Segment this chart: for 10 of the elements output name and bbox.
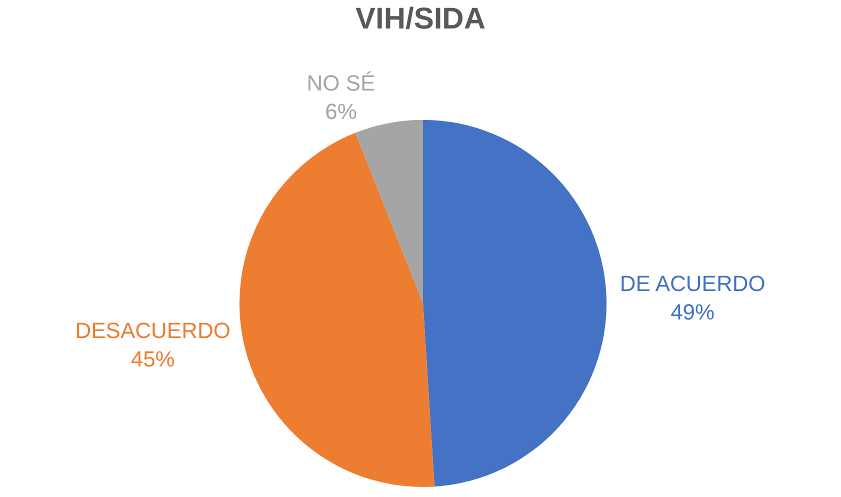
data-label: 45%	[130, 346, 175, 372]
chart-title: VIH/SIDA	[355, 2, 486, 36]
slice-label: DE ACUERDO	[620, 270, 766, 296]
pie-slice	[423, 120, 606, 487]
data-label: 6%	[325, 99, 357, 124]
pie-slice	[240, 132, 435, 487]
data-label: 49%	[670, 299, 715, 324]
slice-label: NO SÉ	[306, 70, 376, 96]
pie-slice	[355, 120, 423, 304]
slice-label: DESACUERDO	[75, 318, 230, 343]
